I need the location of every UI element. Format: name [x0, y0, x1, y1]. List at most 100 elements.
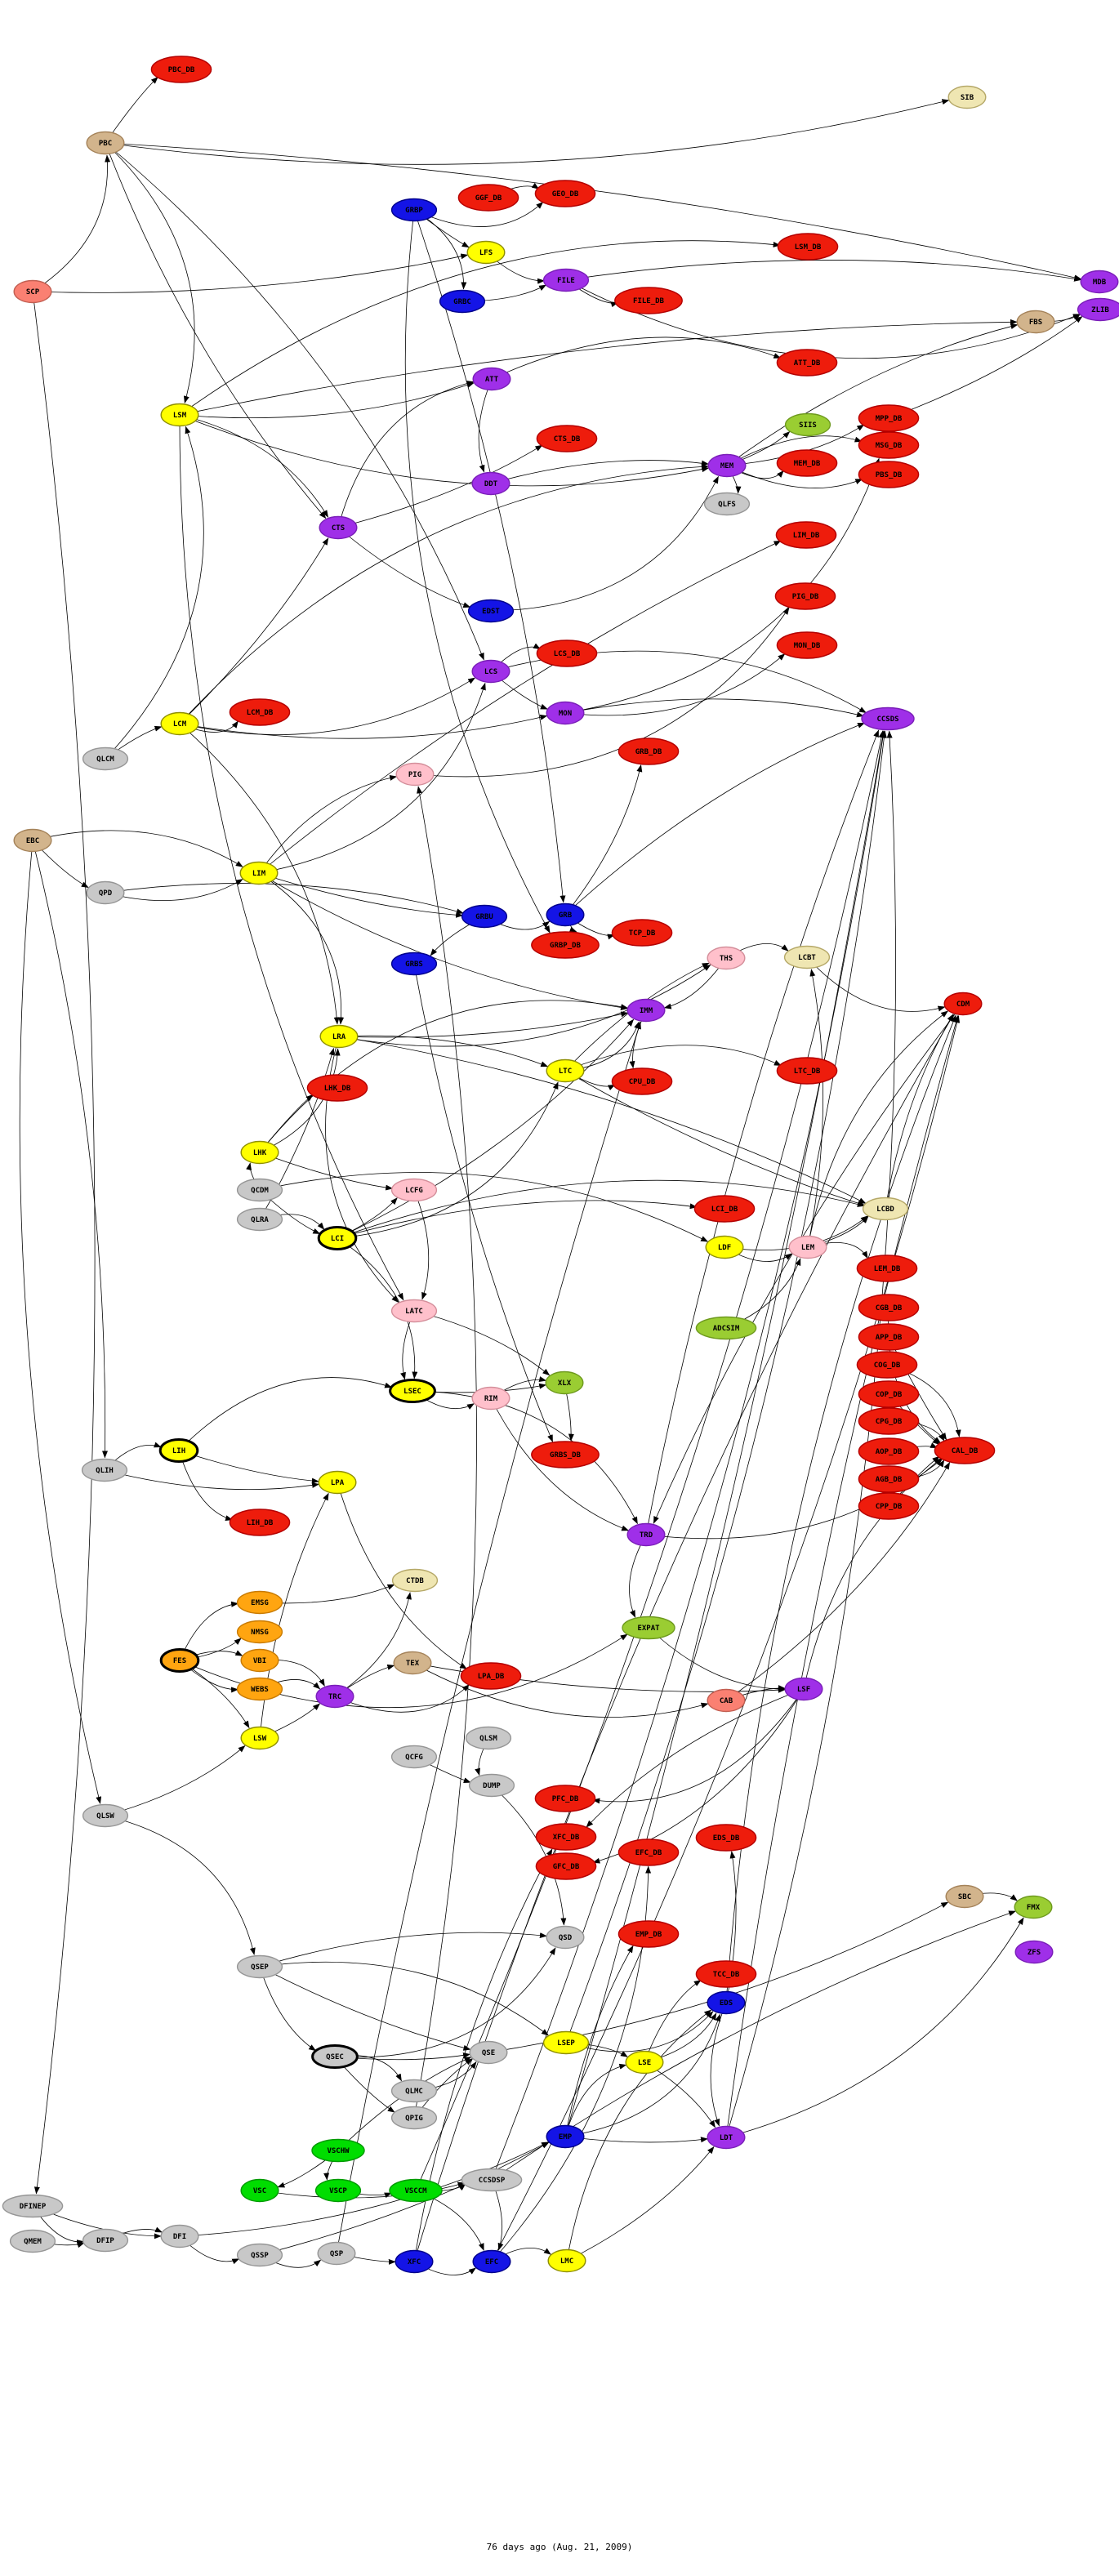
COG_DB-label: COG_DB	[874, 1362, 901, 1370]
edge-VSCHW-QSE	[337, 2057, 472, 2151]
graph-node-QLSM: QLSM	[465, 1726, 512, 1750]
edge-LIM-LCS	[258, 682, 486, 874]
GRBS_DB-label: GRBS_DB	[550, 1451, 582, 1460]
edge-LDT-CCSDS	[725, 730, 896, 2138]
edge-QSP-IMM	[336, 1021, 641, 2254]
QPD-label: QPD	[99, 889, 113, 898]
graph-caption: 76 days ago (Aug. 21, 2009)	[486, 2542, 633, 2552]
edge-LHK-LRA	[259, 1048, 341, 1153]
edge-EFC-CDM	[491, 1015, 961, 2262]
graph-node-DFI: DFI	[160, 2224, 199, 2248]
ATT-ellipse	[472, 367, 511, 391]
XLX-label: XLX	[558, 1379, 572, 1388]
edge-LSF-PFC_DB	[592, 1688, 805, 1804]
VSCHW-ellipse	[311, 2138, 365, 2163]
SIIS-ellipse	[784, 412, 831, 437]
edge-EBC-LIM	[32, 830, 243, 867]
GGF_DB-label: GGF_DB	[475, 194, 502, 203]
SIIS-label: SIIS	[799, 421, 817, 430]
QCDM-ellipse	[236, 1178, 283, 1202]
edge-EDS-CDM	[725, 1014, 956, 2003]
graph-node-ATT: ATT	[472, 367, 511, 391]
edge-layer	[19, 76, 1083, 2275]
edge-TEX-CAB	[412, 1662, 709, 1718]
VSCP-ellipse	[314, 2178, 362, 2203]
DFINEP-ellipse	[2, 2194, 64, 2218]
QSE-label: QSE	[482, 2049, 495, 2057]
XLX-ellipse	[545, 1370, 584, 1395]
DFIP-ellipse	[82, 2228, 129, 2253]
LIM-ellipse	[239, 861, 279, 885]
edge-QPIG-PIG	[413, 786, 477, 2119]
VSCP-label: VSCP	[329, 2187, 347, 2195]
graph-node-AOP_DB: AOP_DB	[858, 1437, 920, 1465]
edge-EMP-CCSDS	[564, 730, 886, 2137]
graph-node-TEX: TEX	[393, 1651, 432, 1675]
FILE-label: FILE	[557, 277, 575, 285]
LDT-ellipse	[707, 2125, 746, 2150]
SCP-ellipse	[13, 279, 52, 304]
edge-EBC-QLSW	[19, 840, 102, 1804]
PIG-label: PIG	[408, 771, 421, 779]
LFS-ellipse	[466, 240, 506, 265]
QSEC-label: QSEC	[326, 2053, 344, 2061]
GRBP-label: GRBP	[405, 207, 423, 215]
PBS_DB-ellipse	[858, 461, 920, 488]
edge-PIG-PIG_DB	[414, 607, 790, 778]
LCM-label: LCM	[173, 720, 187, 729]
edge-CAB-CAL_DB	[725, 1462, 951, 1701]
graph-node-EXPAT: EXPAT	[622, 1616, 675, 1640]
graph-node-XLX: XLX	[545, 1370, 584, 1395]
COP_DB-ellipse	[858, 1380, 920, 1408]
LMC-label: LMC	[560, 2257, 573, 2266]
graph-node-PIG: PIG	[395, 762, 435, 787]
LCI-ellipse	[317, 1226, 358, 1250]
edge-LCI-LSEC	[337, 1237, 418, 1379]
edge-LEM-CDM	[807, 1010, 948, 1248]
PBS_DB-label: PBS_DB	[876, 471, 903, 479]
edge-LCI-LCI_DB	[337, 1200, 698, 1239]
graph-node-GRBS_DB: GRBS_DB	[531, 1441, 600, 1468]
graph-node-QLSW: QLSW	[82, 1803, 129, 1828]
TEX-ellipse	[393, 1651, 432, 1675]
LHK_DB-label: LHK_DB	[324, 1085, 351, 1093]
EDST-label: EDST	[482, 608, 500, 616]
graph-node-LDF: LDF	[705, 1235, 744, 1259]
DFI-ellipse	[160, 2224, 199, 2248]
MEM-ellipse	[707, 453, 747, 478]
GRBS-label: GRBS	[405, 960, 423, 969]
graph-node-CTS_DB: CTS_DB	[536, 425, 598, 452]
graph-node-PFC_DB: PFC_DB	[534, 1785, 596, 1812]
QLRA-ellipse	[236, 1207, 283, 1232]
MSG_DB-ellipse	[858, 431, 920, 459]
GRBS_DB-ellipse	[531, 1441, 600, 1468]
QSEC-ellipse	[311, 2044, 359, 2069]
DDT-ellipse	[471, 471, 510, 496]
MEM-label: MEM	[720, 462, 734, 470]
graph-node-QCDM: QCDM	[236, 1178, 283, 1202]
DFI-label: DFI	[173, 2233, 186, 2241]
CAB-ellipse	[707, 1688, 746, 1713]
ZFS-label: ZFS	[1028, 1949, 1041, 1957]
edge-CCSDSP-CCSDS	[491, 730, 886, 2181]
graph-node-QSP: QSP	[317, 2241, 356, 2266]
graph-node-TCC_DB: TCC_DB	[695, 1960, 757, 1988]
WEBS-label: WEBS	[251, 1686, 269, 1694]
QLSW-ellipse	[82, 1803, 129, 1828]
QSP-label: QSP	[330, 2250, 344, 2258]
QLIH-label: QLIH	[96, 1467, 114, 1475]
LTC_DB-label: LTC_DB	[794, 1067, 821, 1076]
LPA_DB-ellipse	[460, 1662, 522, 1690]
graph-node-VSCHW: VSCHW	[311, 2138, 365, 2163]
edge-LSM-MEM	[179, 414, 710, 487]
graph-node-GFC_DB: GFC_DB	[535, 1852, 597, 1880]
edge-LIM-IMM	[258, 872, 629, 1011]
edge-SCP-LFS	[32, 253, 469, 293]
LEM-label: LEM	[801, 1244, 815, 1252]
edge-LCFG-LATC	[413, 1189, 430, 1300]
EFC-ellipse	[472, 2249, 511, 2274]
DDT-label: DDT	[484, 480, 498, 488]
edge-PBC-MDB	[105, 142, 1082, 281]
LHK-label: LHK	[253, 1149, 267, 1157]
